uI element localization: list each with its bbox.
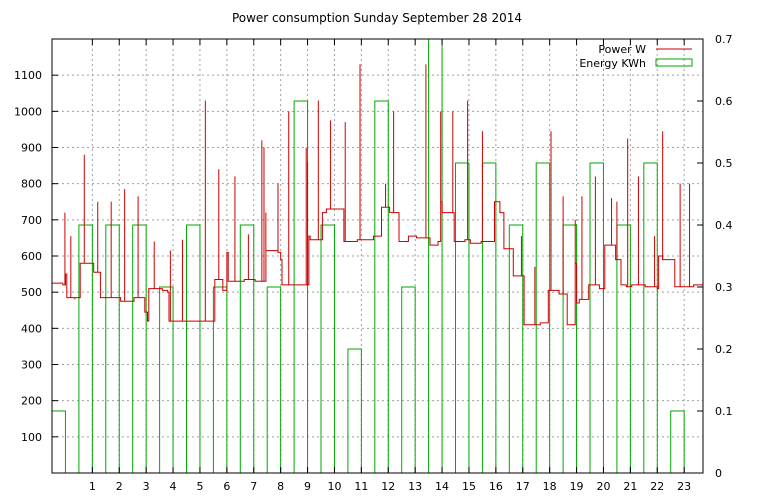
energy-bar — [320, 224, 335, 474]
energy-bar — [293, 100, 309, 474]
x-tick-label: 18 — [543, 480, 557, 493]
x-tick-label: 14 — [435, 480, 449, 493]
y2-tick-label: 0 — [715, 467, 722, 480]
energy-bar — [239, 224, 255, 474]
x-tick-label: 12 — [381, 480, 395, 493]
energy-bar — [508, 224, 524, 474]
energy-bar — [616, 224, 631, 474]
x-tick-label: 20 — [596, 480, 610, 493]
energy-bar — [186, 224, 201, 474]
y2-tick-label: 0.1 — [715, 405, 733, 418]
chart-title: Power consumption Sunday September 28 20… — [232, 11, 522, 25]
x-tick-label: 22 — [650, 480, 664, 493]
energy-bar — [455, 162, 470, 474]
y2-tick-label: 0.4 — [715, 219, 733, 232]
x-tick-label: 11 — [354, 480, 368, 493]
x-tick-label: 21 — [623, 480, 637, 493]
y-tick-label: 1000 — [14, 105, 42, 118]
y-tick-label: 200 — [21, 395, 42, 408]
y-tick-label: 300 — [21, 359, 42, 372]
grid-lines — [52, 39, 703, 473]
x-tick-label: 10 — [327, 480, 341, 493]
power-step-line — [52, 201, 703, 326]
x-tick-label: 16 — [489, 480, 503, 493]
x-tick-label: 3 — [143, 480, 150, 493]
energy-bar — [132, 224, 147, 474]
legend-label-power: Power W — [598, 43, 646, 56]
x-tick-label: 7 — [250, 480, 257, 493]
y2-tick-label: 0.7 — [715, 33, 733, 46]
energy-bar — [347, 348, 362, 474]
energy-bar — [212, 286, 228, 474]
energy-bar — [374, 100, 389, 474]
x-tick-label: 9 — [304, 480, 311, 493]
energy-bar — [643, 162, 658, 474]
axes: 1 2 3 4 5 6 7 8 9 10 11 12 13 14 15 16 17 18 19 20 21 22 23100… — [14, 33, 733, 493]
x-tick-label: 4 — [170, 480, 177, 493]
y-tick-label: 800 — [21, 178, 42, 191]
energy-bar — [562, 224, 578, 474]
y2-tick-label: 0.2 — [715, 343, 733, 356]
y-tick-label: 500 — [21, 286, 42, 299]
energy-bar — [481, 162, 497, 474]
y2-tick-label: 0.6 — [715, 95, 733, 108]
legend-swatch-energy — [655, 58, 693, 67]
energy-bar — [266, 286, 282, 474]
energy-bar — [401, 286, 416, 474]
power-line — [52, 64, 703, 326]
y-tick-label: 700 — [21, 214, 42, 227]
x-tick-label: 5 — [196, 480, 203, 493]
y2-tick-label: 0.5 — [715, 157, 733, 170]
energy-bar — [51, 410, 66, 474]
energy-bar — [428, 38, 443, 474]
x-tick-label: 23 — [677, 480, 691, 493]
x-tick-label: 1 — [89, 480, 96, 493]
x-tick-label: 6 — [223, 480, 230, 493]
energy-bar — [78, 224, 93, 474]
legend-label-energy: Energy KWh — [579, 57, 646, 70]
x-tick-label: 17 — [516, 480, 530, 493]
x-tick-label: 8 — [277, 480, 284, 493]
x-tick-label: 13 — [408, 480, 422, 493]
energy-bar — [589, 162, 604, 474]
y-tick-label: 900 — [21, 142, 42, 155]
y-tick-label: 100 — [21, 431, 42, 444]
x-tick-label: 15 — [462, 480, 476, 493]
x-tick-label: 19 — [570, 480, 584, 493]
energy-bar — [535, 162, 551, 474]
x-tick-label: 2 — [116, 480, 123, 493]
y-tick-label: 600 — [21, 250, 42, 263]
y-tick-label: 1100 — [14, 69, 42, 82]
energy-bar — [105, 224, 120, 474]
energy-bar — [159, 286, 174, 474]
y2-tick-label: 0.3 — [715, 281, 733, 294]
energy-bar — [670, 410, 685, 474]
y-tick-label: 400 — [21, 322, 42, 335]
